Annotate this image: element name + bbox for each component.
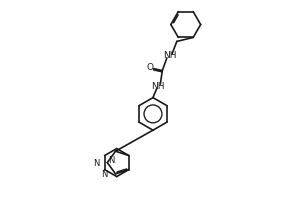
Text: NH: NH [152, 82, 165, 91]
Text: N: N [101, 170, 108, 179]
Text: N: N [93, 159, 99, 168]
Text: NH: NH [163, 51, 176, 60]
Text: O: O [147, 63, 154, 72]
Text: N: N [109, 156, 115, 165]
